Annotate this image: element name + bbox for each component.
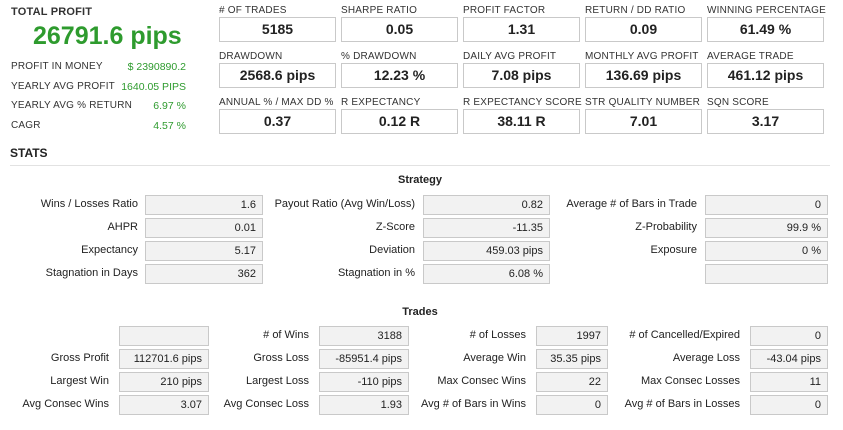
strategy-label: Z-Score	[375, 221, 415, 233]
metric-label: WINNING PERCENTAGE	[707, 5, 826, 16]
trades-label: Avg Consec Loss	[223, 398, 309, 410]
metric-value: 38.11 R	[463, 109, 580, 134]
metric-label: MONTHLY AVG PROFIT	[585, 51, 699, 62]
trades-label: Average Win	[463, 352, 526, 364]
trades-value-box: 210 pips	[119, 372, 209, 392]
metric-label: DRAWDOWN	[219, 51, 283, 62]
strategy-label: Stagnation in Days	[45, 267, 138, 279]
strategy-label: Z-Probability	[635, 221, 697, 233]
strategy-label: Exposure	[650, 244, 697, 256]
metric-value: 0.12 R	[341, 109, 458, 134]
summary-label: YEARLY AVG % RETURN	[11, 100, 133, 111]
trades-label: Avg # of Bars in Losses	[624, 398, 740, 410]
strategy-value-box: 5.17	[145, 241, 263, 261]
strategy-value-box: 0	[705, 195, 828, 215]
trades-label: Max Consec Losses	[640, 375, 740, 387]
trades-value-box: 0	[536, 395, 608, 415]
trades-label: # of Wins	[263, 329, 309, 341]
summary-label: CAGR	[11, 120, 41, 131]
metric-label: SHARPE RATIO	[341, 5, 418, 16]
trades-value-box: 3188	[319, 326, 409, 346]
strategy-value-box	[705, 264, 828, 284]
metric-label: PROFIT FACTOR	[463, 5, 546, 16]
metric-label: R EXPECTANCY	[341, 97, 421, 108]
strategy-value-box: 362	[145, 264, 263, 284]
strategy-label: Deviation	[369, 244, 415, 256]
strategy-section-title: Strategy	[397, 174, 443, 186]
strategy-label: Payout Ratio (Avg Win/Loss)	[274, 198, 415, 210]
trades-value-box: -110 pips	[319, 372, 409, 392]
summary-value: 1640.05 PIPS	[121, 81, 186, 93]
metric-label: R EXPECTANCY SCORE	[463, 97, 582, 108]
summary-value: 4.57 %	[153, 120, 186, 132]
summary-value: 6.97 %	[153, 100, 186, 112]
stats-title: STATS	[10, 146, 48, 160]
strategy-value-box: 0.01	[145, 218, 263, 238]
metric-value: 7.08 pips	[463, 63, 580, 88]
trades-value-box: 1.93	[319, 395, 409, 415]
metric-value: 2568.6 pips	[219, 63, 336, 88]
metric-value: 61.49 %	[707, 17, 824, 42]
trades-value-box: 0	[750, 395, 828, 415]
metric-label: # OF TRADES	[219, 5, 287, 16]
metric-value: 136.69 pips	[585, 63, 702, 88]
trades-value-box: 3.07	[119, 395, 209, 415]
trades-value-box: 22	[536, 372, 608, 392]
metric-value: 0.37	[219, 109, 336, 134]
trades-value-box: 112701.6 pips	[119, 349, 209, 369]
strategy-label: Wins / Losses Ratio	[40, 198, 138, 210]
total-profit-label: TOTAL PROFIT	[11, 6, 93, 18]
trades-label: Gross Profit	[50, 352, 109, 364]
trades-label: Avg Consec Wins	[22, 398, 109, 410]
strategy-value-box: 459.03 pips	[423, 241, 550, 261]
summary-label: YEARLY AVG PROFIT	[11, 81, 115, 92]
metric-label: SQN SCORE	[707, 97, 769, 108]
metric-value: 0.09	[585, 17, 702, 42]
trades-label: # of Cancelled/Expired	[629, 329, 740, 341]
metric-label: AVERAGE TRADE	[707, 51, 794, 62]
trades-section-title: Trades	[402, 306, 438, 318]
strategy-label: AHPR	[107, 221, 138, 233]
trades-value-box: -43.04 pips	[750, 349, 828, 369]
metric-value: 5185	[219, 17, 336, 42]
strategy-value-box: 0.82	[423, 195, 550, 215]
strategy-value-box: 1.6	[145, 195, 263, 215]
metric-value: 3.17	[707, 109, 824, 134]
strategy-value-box: 6.08 %	[423, 264, 550, 284]
trades-value-box: 1997	[536, 326, 608, 346]
trades-label: Avg # of Bars in Wins	[421, 398, 526, 410]
trades-value-box: 11	[750, 372, 828, 392]
stats-divider	[10, 165, 830, 166]
trades-value-box: -85951.4 pips	[319, 349, 409, 369]
metric-label: DAILY AVG PROFIT	[463, 51, 557, 62]
trades-label: # of Losses	[469, 329, 526, 341]
strategy-value-box: 0 %	[705, 241, 828, 261]
trades-value-box	[119, 326, 209, 346]
metric-label: % DRAWDOWN	[341, 51, 417, 62]
metric-value: 7.01	[585, 109, 702, 134]
total-profit-value: 26791.6 pips	[33, 22, 182, 50]
trades-value-box: 35.35 pips	[536, 349, 608, 369]
metric-label: RETURN / DD RATIO	[585, 5, 686, 16]
strategy-label: Expectancy	[81, 244, 138, 256]
trades-label: Average Loss	[672, 352, 740, 364]
trades-label: Max Consec Wins	[437, 375, 526, 387]
metric-label: STR QUALITY NUMBER	[585, 97, 701, 108]
metric-value: 1.31	[463, 17, 580, 42]
strategy-value-box: 99.9 %	[705, 218, 828, 238]
metric-value: 461.12 pips	[707, 63, 824, 88]
strategy-value-box: -11.35	[423, 218, 550, 238]
strategy-label: Stagnation in %	[337, 267, 415, 279]
trades-label: Largest Win	[50, 375, 109, 387]
summary-value: $ 2390890.2	[127, 61, 186, 73]
summary-label: PROFIT IN MONEY	[11, 61, 103, 72]
metric-label: ANNUAL % / MAX DD %	[219, 97, 334, 108]
metric-value: 0.05	[341, 17, 458, 42]
trades-label: Gross Loss	[253, 352, 309, 364]
trades-label: Largest Loss	[246, 375, 309, 387]
metric-value: 12.23 %	[341, 63, 458, 88]
strategy-label: Average # of Bars in Trade	[566, 198, 697, 210]
trades-value-box: 0	[750, 326, 828, 346]
